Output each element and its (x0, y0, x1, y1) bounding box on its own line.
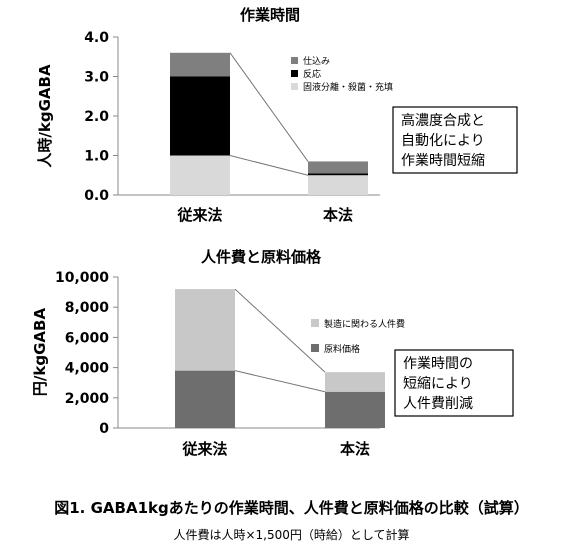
y-tick-label: 8,000 (65, 300, 110, 316)
annotation-text: 自動化により (401, 133, 485, 149)
y-tick-label: 2.0 (84, 109, 109, 125)
x-category-label: 従来法 (181, 440, 227, 458)
annotation-text: 短縮により (403, 376, 473, 392)
bar-segment (325, 372, 385, 392)
annotation-box (394, 349, 514, 417)
annotation-text: 作業時間の (403, 356, 473, 372)
y-tick-label: 2,000 (65, 391, 110, 407)
x-category-label: 従来法 (176, 206, 222, 224)
legend-label: 仕込み (303, 55, 330, 67)
legend-swatch (291, 57, 298, 64)
figure-caption-note: 人件費は人時×1,500円（時給）として計算 (173, 528, 410, 542)
y-tick-label: 6,000 (65, 330, 110, 346)
legend-swatch (291, 70, 298, 77)
bar-segment (175, 370, 235, 428)
annotation-text: 人件費削減 (403, 395, 473, 412)
legend-label: 反応 (303, 68, 321, 80)
x-category-label: 本法 (323, 206, 353, 224)
legend-swatch (311, 319, 319, 327)
x-category-label: 本法 (340, 440, 370, 458)
connector-line (234, 370, 326, 393)
y-tick-label: 0 (99, 421, 109, 437)
y-tick-label: 0.0 (84, 188, 109, 204)
y-tick-label: 1.0 (84, 149, 109, 165)
y-tick-label: 4.0 (84, 30, 109, 46)
legend-label: 製造に関わる人件費 (324, 318, 405, 330)
bar-segment (325, 391, 385, 428)
bar-segment (170, 52, 230, 77)
legend-label: 原料価格 (324, 343, 360, 355)
legend-swatch (311, 344, 319, 352)
legend-swatch (291, 83, 298, 90)
bar-segment (308, 175, 368, 195)
y-tick-label: 10,000 (55, 270, 109, 286)
chart-title: 人件費と原料価格 (201, 248, 322, 266)
y-tick-label: 3.0 (84, 70, 109, 86)
bar-segment (308, 161, 368, 174)
connector-line (229, 52, 309, 162)
bar-segment (308, 173, 368, 176)
annotation-text: 作業時間短縮 (401, 153, 485, 169)
annotation-box (392, 106, 518, 174)
bar-segment (170, 76, 230, 156)
legend-label: 固液分離・殺菌・充填 (303, 81, 393, 93)
connector-line (234, 288, 326, 373)
y-axis-label: 円/kgGABA (31, 308, 49, 397)
bar-segment (175, 289, 235, 371)
y-tick-label: 4,000 (65, 361, 110, 377)
annotation-text: 高濃度合成と (401, 112, 485, 129)
chart-title: 作業時間 (240, 6, 300, 24)
bar-segment (170, 155, 230, 195)
figure-caption: 図1. GABA1kgあたりの作業時間、人件費と原料価格の比較（試算） (54, 499, 529, 517)
y-axis-label: 人時/kgGABA (36, 64, 54, 168)
connector-line (229, 155, 309, 176)
